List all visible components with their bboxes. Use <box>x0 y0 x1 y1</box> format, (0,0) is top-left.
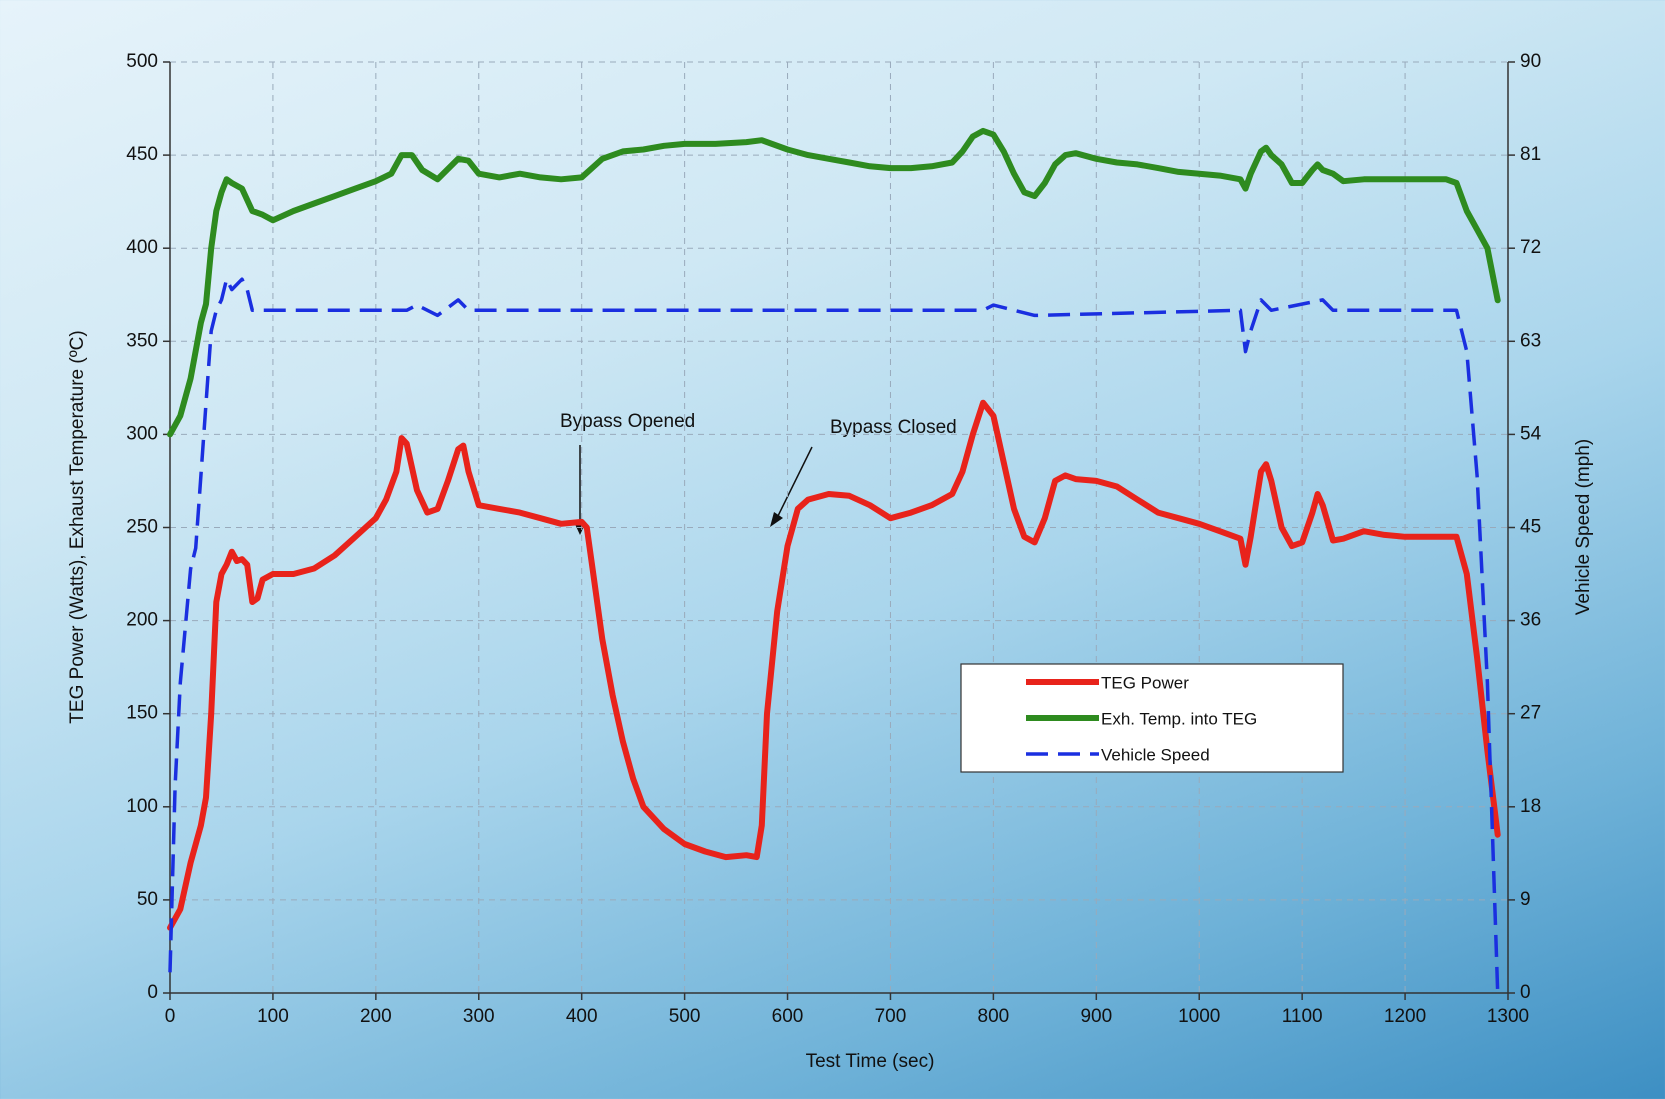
x-tick-label: 300 <box>463 1006 495 1027</box>
legend-label: Exh. Temp. into TEG <box>1101 709 1257 728</box>
y-tick-label: 150 <box>126 703 158 724</box>
y2-tick-label: 0 <box>1520 982 1531 1003</box>
annotation-arrow <box>776 447 812 520</box>
y2-tick-label: 27 <box>1520 703 1541 724</box>
x-tick-label: 100 <box>257 1006 289 1027</box>
y-tick-label: 0 <box>147 982 158 1003</box>
x-tick-label: 700 <box>875 1006 907 1027</box>
y2-tick-label: 72 <box>1520 237 1541 258</box>
y2-tick-label: 45 <box>1520 517 1541 538</box>
page: {"chart_data": {"type": "line", "x_label… <box>0 0 1665 1099</box>
y2-axis-label: Vehicle Speed (mph) <box>1573 439 1594 615</box>
y2-tick-label: 18 <box>1520 796 1541 817</box>
data-line <box>170 279 1498 993</box>
x-tick-label: 1100 <box>1282 1006 1323 1027</box>
x-tick-label: 1000 <box>1178 1006 1220 1027</box>
y-tick-label: 200 <box>126 610 158 631</box>
x-tick-label: 400 <box>566 1006 598 1027</box>
y2-tick-label: 90 <box>1520 51 1541 72</box>
y-tick-label: 500 <box>126 51 158 72</box>
y-tick-label: 50 <box>137 889 158 910</box>
y-tick-label: 100 <box>126 796 158 817</box>
y-tick-label: 400 <box>126 237 158 258</box>
annotation: Bypass Closed <box>830 417 957 438</box>
y2-tick-label: 63 <box>1520 330 1541 351</box>
y2-tick-label: 54 <box>1520 423 1542 444</box>
annotation-arrowhead <box>770 512 783 527</box>
y2-tick-label: 9 <box>1520 889 1531 910</box>
legend-label: TEG Power <box>1101 673 1189 692</box>
data-line <box>170 131 1498 435</box>
chart: Test Time (sec) TEG Power (Watts), Exhau… <box>0 0 1665 1099</box>
x-tick-label: 1300 <box>1487 1006 1529 1027</box>
y2-tick-label: 81 <box>1520 144 1541 165</box>
x-axis-label: Test Time (sec) <box>806 1051 935 1072</box>
y-tick-label: 250 <box>126 517 158 538</box>
x-tick-label: 600 <box>772 1006 804 1027</box>
y-tick-label: 300 <box>126 423 158 444</box>
legend-label: Vehicle Speed <box>1101 745 1210 764</box>
x-tick-label: 200 <box>360 1006 392 1027</box>
annotation: Bypass Opened <box>560 411 695 432</box>
x-tick-label: 900 <box>1080 1006 1112 1027</box>
x-tick-label: 1200 <box>1384 1006 1426 1027</box>
y-axis-label: TEG Power (Watts), Exhaust Temperature (… <box>67 330 88 723</box>
y2-tick-label: 36 <box>1520 610 1541 631</box>
x-tick-label: 800 <box>978 1006 1010 1027</box>
x-tick-label: 0 <box>165 1006 176 1027</box>
x-tick-label: 500 <box>669 1006 701 1027</box>
y-tick-label: 350 <box>126 330 158 351</box>
y-tick-label: 450 <box>126 144 158 165</box>
